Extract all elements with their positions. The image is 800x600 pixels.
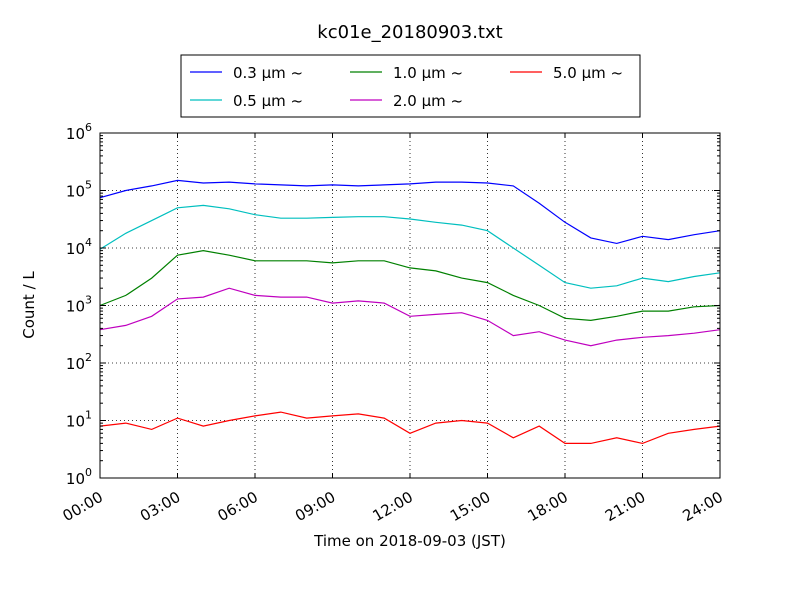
y-tick-label: 100 xyxy=(66,466,92,488)
x-tick-label: 09:00 xyxy=(292,488,338,525)
y-tick-label: 106 xyxy=(66,121,92,143)
legend-label: 2.0 μm ~ xyxy=(393,92,463,110)
y-tick-label: 103 xyxy=(66,294,92,316)
x-tick-label: 18:00 xyxy=(525,488,571,525)
x-tick-label: 12:00 xyxy=(370,488,416,525)
legend-label: 0.3 μm ~ xyxy=(233,64,303,82)
x-tick-label: 24:00 xyxy=(680,488,726,525)
legend-label: 1.0 μm ~ xyxy=(393,64,463,82)
y-tick-label: 105 xyxy=(66,179,92,201)
grid xyxy=(100,133,720,478)
series-line-1 xyxy=(99,179,721,245)
x-tick-label: 15:00 xyxy=(447,488,493,525)
y-tick-label: 102 xyxy=(66,351,92,373)
x-tick-label: 03:00 xyxy=(137,488,183,525)
y-axis-label: Count / L xyxy=(20,271,38,339)
series-line-3 xyxy=(99,249,721,322)
x-tick-label: 21:00 xyxy=(602,488,648,525)
series-line-4 xyxy=(99,287,721,347)
legend-label: 5.0 μm ~ xyxy=(553,64,623,82)
x-axis-label: Time on 2018-09-03 (JST) xyxy=(313,532,506,550)
series-line-2 xyxy=(99,204,721,289)
series-line-5 xyxy=(99,411,721,445)
series-group xyxy=(99,179,721,445)
y-tick-label: 104 xyxy=(66,236,92,258)
legend-box xyxy=(180,54,641,118)
x-tick-label: 00:00 xyxy=(60,488,106,525)
y-tick-label: 101 xyxy=(66,409,92,431)
x-tick-label: 06:00 xyxy=(215,488,261,525)
chart-title: kc01e_20180903.txt xyxy=(317,22,502,43)
legend: 0.3 μm ~ 0.5 μm ~ 1.0 μm ~ 2.0 μm ~ 5.0 μm ~ xyxy=(180,54,641,118)
legend-label: 0.5 μm ~ xyxy=(233,92,303,110)
